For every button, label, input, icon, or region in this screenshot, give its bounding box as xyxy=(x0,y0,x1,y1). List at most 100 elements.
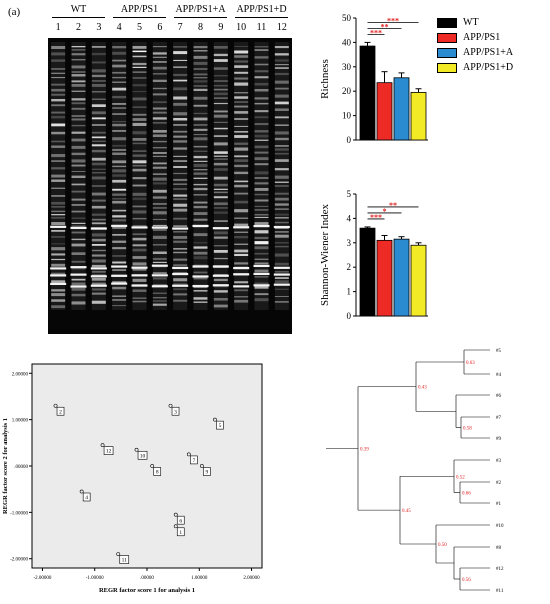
gel-band xyxy=(254,89,269,92)
bar xyxy=(376,82,393,141)
gel-band xyxy=(112,81,127,83)
x-tick-label: -2.00000 xyxy=(33,576,51,581)
gel-band xyxy=(213,142,228,146)
gel-band xyxy=(213,46,228,49)
bar xyxy=(359,227,376,317)
gel-band xyxy=(152,73,167,75)
gel-band xyxy=(112,261,127,264)
gel-band xyxy=(254,252,269,255)
gel-band xyxy=(152,297,167,299)
point-label: 11 xyxy=(122,558,128,564)
gel-band xyxy=(193,301,208,303)
gel-band xyxy=(213,211,228,214)
lane-number: 11 xyxy=(256,22,267,33)
gel-band xyxy=(71,287,86,291)
gel-band xyxy=(132,66,147,68)
gel-band-strong xyxy=(273,273,290,276)
gel-band xyxy=(51,174,66,178)
gel-band xyxy=(173,240,188,243)
gel-header: WT 1 2 3 APP/PS1 4 5 6 APP/PS1+A 7 8 9 APP/PS1+D 10 11… xyxy=(48,4,292,40)
gel-band xyxy=(112,76,127,79)
gel-band-strong xyxy=(50,267,67,270)
gel-band-strong xyxy=(50,274,67,277)
gel-band xyxy=(254,262,269,265)
gel-band xyxy=(112,107,127,109)
gel-band xyxy=(274,253,289,257)
gel-band xyxy=(274,80,289,84)
gel-band xyxy=(152,292,167,294)
gel-band xyxy=(91,98,106,100)
gel-band xyxy=(112,87,127,91)
gel-band xyxy=(274,197,289,201)
gel-band xyxy=(193,256,208,260)
x-tick-label: -1.00000 xyxy=(86,576,104,581)
gel-band xyxy=(51,131,66,135)
gel-band xyxy=(193,187,208,191)
gel-band xyxy=(173,140,188,143)
significance-label: * xyxy=(383,207,387,216)
gel-band xyxy=(274,203,289,206)
gel-band xyxy=(91,292,106,295)
gel-band xyxy=(193,242,208,244)
gel-band xyxy=(254,151,269,154)
gel-band xyxy=(193,85,208,87)
gel-band xyxy=(193,61,208,65)
gel-band xyxy=(193,150,208,152)
gel-band xyxy=(234,101,249,103)
gel-band xyxy=(51,99,66,102)
gel-band xyxy=(91,213,106,216)
gel-band xyxy=(173,299,188,302)
lane-number: 4 xyxy=(116,22,122,33)
gel-band xyxy=(132,160,147,164)
gel-band xyxy=(234,125,249,127)
gel-band xyxy=(112,219,127,222)
gel-band xyxy=(254,246,269,250)
gel-band xyxy=(71,53,86,56)
node-label: 0.52 xyxy=(456,475,465,480)
gel-band-strong xyxy=(273,266,290,269)
gel-band xyxy=(51,104,66,107)
gel-band-strong xyxy=(70,285,87,288)
gel-band xyxy=(112,51,127,55)
gel-band xyxy=(213,92,228,96)
gel-band xyxy=(91,84,106,87)
gel-band xyxy=(234,96,249,99)
gel-band xyxy=(173,46,188,48)
gel-band xyxy=(193,271,208,274)
lane-number: 3 xyxy=(96,22,102,33)
gel-band xyxy=(234,192,249,195)
gel-band xyxy=(132,46,147,49)
dgge-gel-image xyxy=(48,38,292,334)
gel-band xyxy=(173,278,188,282)
lane-smear xyxy=(132,42,147,310)
gel-band xyxy=(173,188,188,190)
gel-group-line xyxy=(235,17,288,18)
gel-band xyxy=(51,243,66,245)
cluster-dendrogram: #5 #4 #6 #7 #9 #3 #2 #1 #10 #8 #12 #11 0.63 0.58 0.43 0… xyxy=(326,349,504,594)
y-tick-label: 40 xyxy=(342,37,352,47)
gel-band xyxy=(152,196,167,199)
gel-band xyxy=(91,157,106,161)
gel-band xyxy=(213,304,228,308)
gel-lane xyxy=(192,42,209,310)
gel-band xyxy=(112,193,127,196)
legend-swatch xyxy=(437,47,457,58)
gel-band xyxy=(274,148,289,151)
gel-band xyxy=(91,74,106,78)
gel-band xyxy=(51,167,66,170)
x-tick-label: .00000 xyxy=(140,576,154,581)
gel-band xyxy=(193,124,208,126)
gel-band xyxy=(254,76,269,79)
gel-band xyxy=(112,200,127,204)
gel-band-strong xyxy=(192,224,209,228)
gel-band-strong xyxy=(50,282,67,286)
gel-band xyxy=(132,77,147,79)
gel-band xyxy=(193,201,208,204)
gel-band xyxy=(152,228,167,231)
gel-lane xyxy=(233,42,250,310)
gel-band xyxy=(51,145,66,148)
gel-band xyxy=(193,96,208,100)
gel-band xyxy=(71,49,86,51)
legend-item: WT xyxy=(437,17,479,28)
gel-group-label: APP/PS1 xyxy=(120,4,159,15)
